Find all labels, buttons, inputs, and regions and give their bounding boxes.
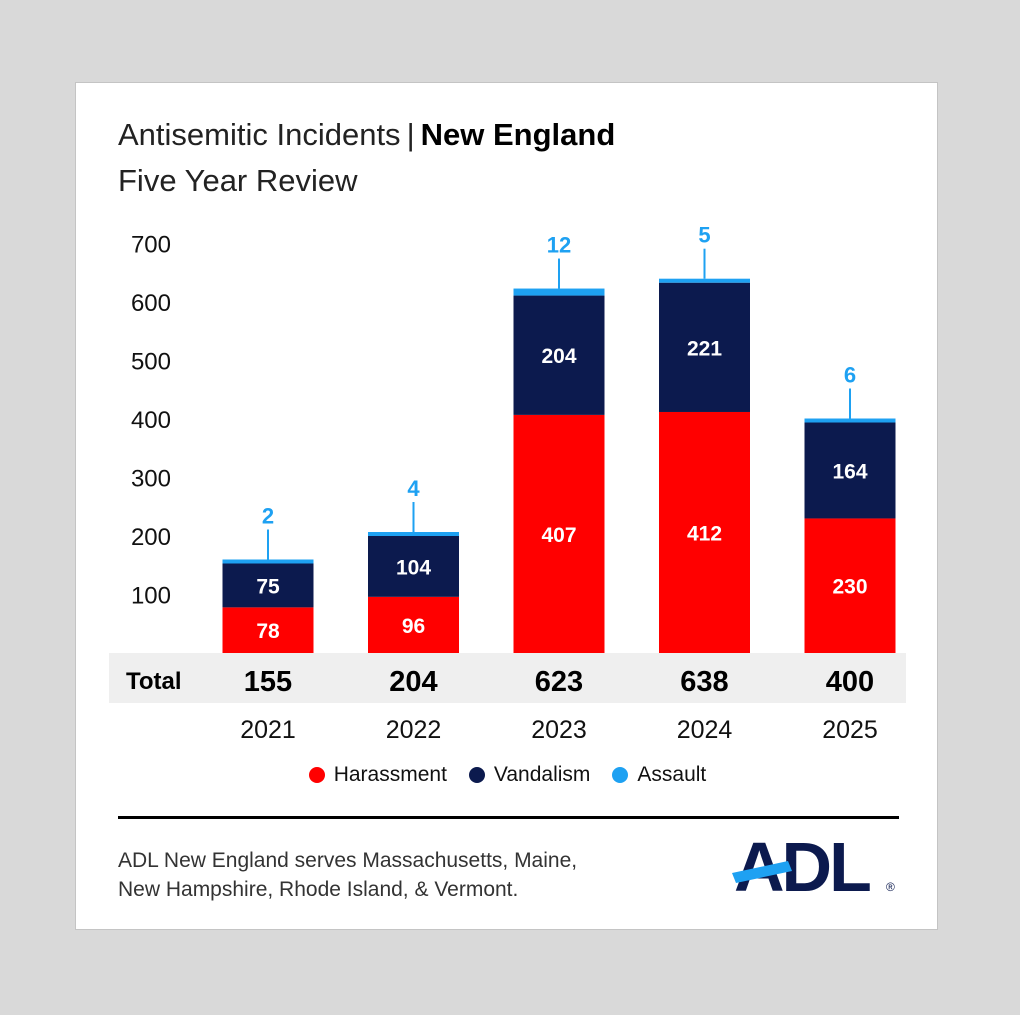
bar-vandalism (368, 536, 459, 597)
data-label-vandalism: 75 (256, 575, 280, 598)
y-tick-label: 400 (131, 407, 171, 434)
data-label-harassment: 407 (541, 524, 576, 547)
bar-assault (804, 418, 896, 423)
data-label-assault: 4 (407, 476, 420, 501)
y-tick-label: 200 (131, 524, 171, 551)
data-label-harassment: 412 (687, 522, 722, 545)
registered-mark-icon: ® (886, 880, 895, 894)
legend-label: Assault (637, 763, 707, 786)
data-label-harassment: 230 (832, 576, 867, 599)
data-label-harassment: 96 (402, 615, 425, 638)
data-label-vandalism: 204 (541, 345, 576, 368)
title-part1: Antisemitic Incidents (118, 117, 401, 152)
total-value: 155 (244, 666, 292, 698)
total-value: 638 (680, 666, 728, 698)
bar-vandalism (659, 282, 750, 412)
x-tick-label: 2022 (386, 716, 442, 744)
total-value: 204 (389, 666, 437, 698)
chart-legend: Harassment Vandalism Assault (76, 763, 939, 787)
data-label-vandalism: 164 (832, 460, 867, 483)
data-label-assault: 2 (262, 503, 274, 528)
totals-band (109, 653, 906, 703)
bar-harassment (368, 596, 459, 653)
adl-logo: ADL ® (732, 831, 895, 901)
bar-harassment (659, 411, 750, 653)
legend-label: Harassment (333, 763, 447, 786)
legend-dot-icon (612, 767, 629, 783)
y-tick-label: 500 (131, 349, 171, 376)
stacked-bar-chart: 100 200 300 400 500 600 700 Total 78 75 2 155 2021 96… (109, 223, 906, 744)
footer-line-2: New Hampshire, Rhode Island, & Vermont. (118, 878, 519, 901)
total-value: 623 (535, 666, 583, 698)
bar-vandalism (222, 563, 314, 608)
data-label-vandalism: 221 (687, 337, 722, 360)
legend-item: Vandalism (468, 763, 591, 787)
x-tick-label: 2024 (677, 716, 733, 744)
title-separator: | (406, 117, 415, 152)
chart-card: Antisemitic Incidents | New England Five Y… (75, 82, 938, 930)
bar-harassment (513, 414, 605, 653)
bar-assault (368, 532, 459, 536)
bar-vandalism (513, 295, 605, 415)
bar-assault (222, 559, 314, 564)
y-tick-label: 300 (131, 466, 171, 493)
chart-subtitle: Five Year Review (118, 163, 358, 198)
x-tick-label: 2021 (240, 716, 296, 744)
data-label-assault: 12 (547, 233, 571, 258)
title-region: New England (420, 117, 616, 152)
adl-logo-accent-stripe (732, 861, 792, 883)
y-tick-label: 100 (131, 583, 171, 610)
total-value: 400 (826, 666, 874, 698)
adl-logo-wordmark: ADL (734, 831, 870, 901)
data-label-harassment: 78 (256, 620, 280, 643)
bar-harassment (222, 607, 314, 653)
bar-harassment (804, 518, 896, 653)
bar-assault (659, 278, 750, 283)
data-label-vandalism: 104 (396, 556, 431, 579)
y-tick-label: 600 (131, 290, 171, 317)
legend-dot-icon (468, 767, 485, 783)
x-tick-label: 2025 (822, 716, 878, 744)
legend-dot-icon (308, 767, 325, 783)
legend-label: Vandalism (493, 763, 591, 786)
x-tick-label: 2023 (531, 716, 587, 744)
data-label-assault: 6 (844, 363, 856, 388)
bar-vandalism (804, 422, 896, 519)
footer-note: ADL New England serves Massachusetts, Ma… (118, 846, 678, 904)
footer-divider (118, 816, 899, 819)
y-tick-label: 700 (131, 232, 171, 259)
legend-item: Assault (612, 763, 706, 787)
totals-row-label: Total (126, 668, 182, 695)
bar-assault (513, 288, 605, 296)
chart-title: Antisemitic Incidents | New England (118, 117, 615, 153)
data-label-assault: 5 (698, 223, 710, 248)
legend-item: Harassment (308, 763, 447, 787)
footer-line-1: ADL New England serves Massachusetts, Ma… (118, 849, 578, 872)
